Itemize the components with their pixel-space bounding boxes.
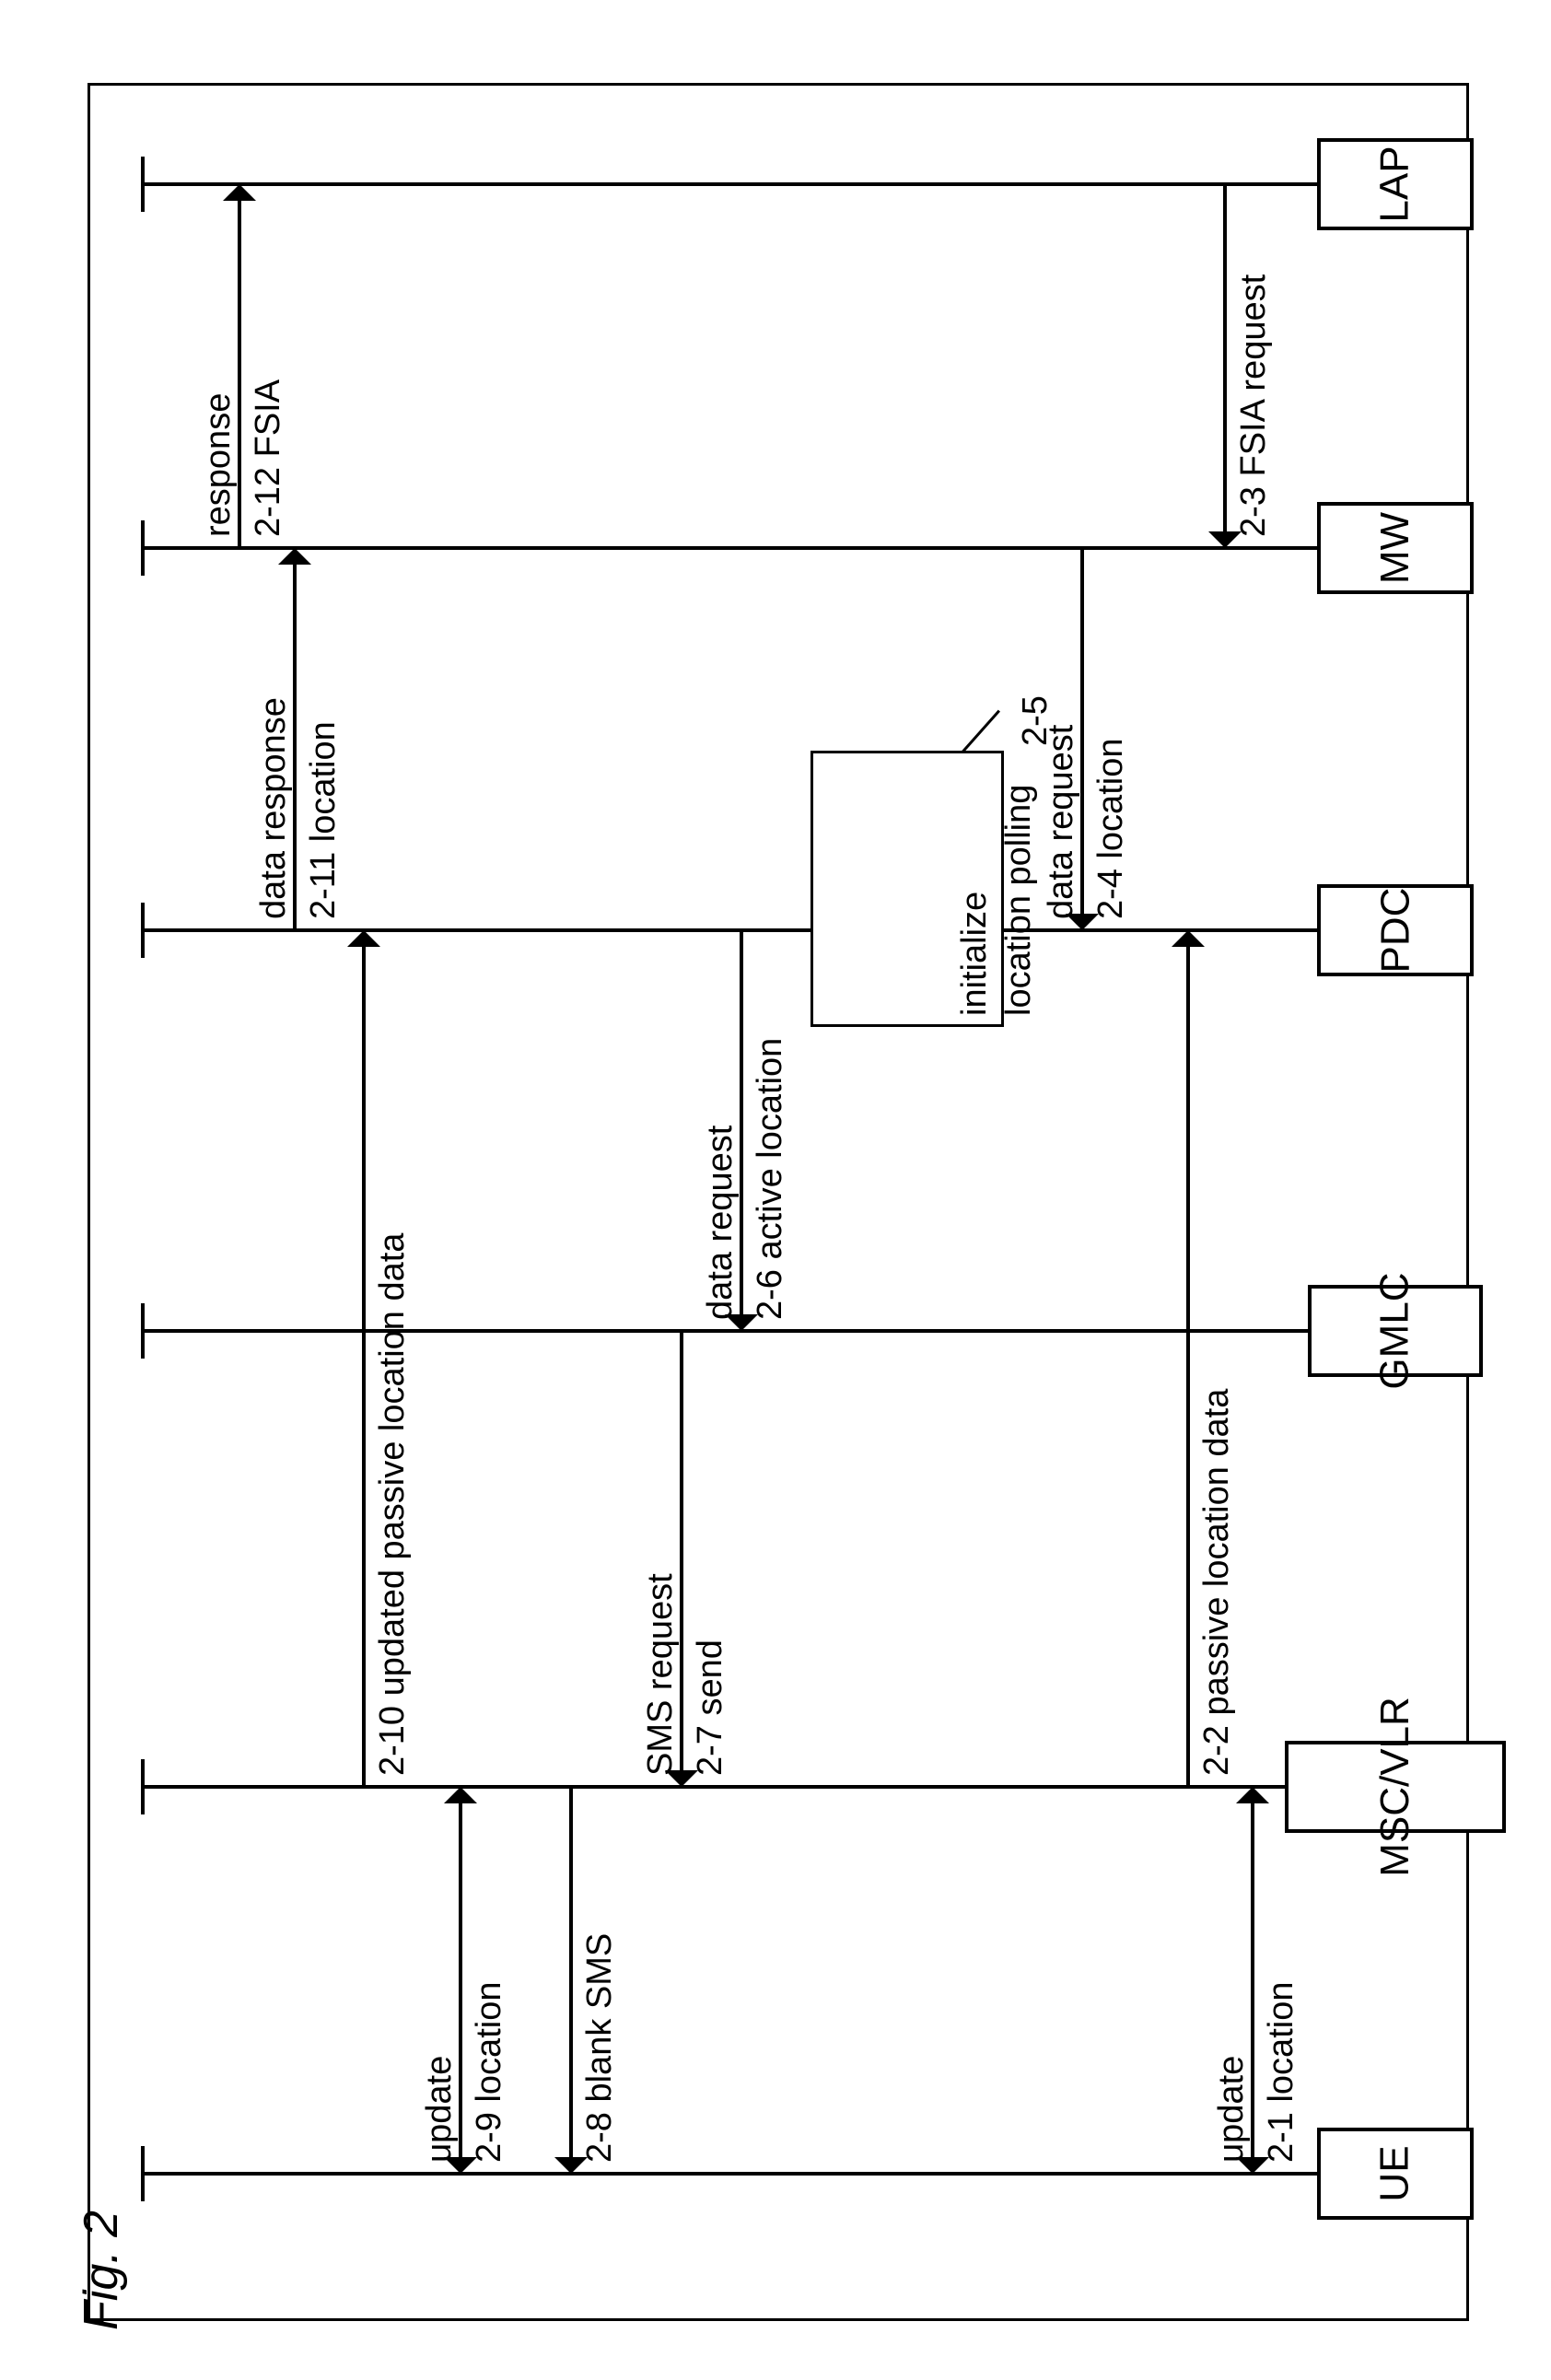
message-label-top: 2-9 location [470,1982,509,2163]
message-label-top: 2-4 location [1091,739,1131,919]
lifeline-lap [143,182,1317,186]
message-label-top: 2-6 active location [751,1038,790,1320]
message-m10 [362,930,366,1787]
arrow-up [1236,1787,1269,1803]
arrow-up [1172,930,1205,947]
arrow-up [444,1787,477,1803]
arrow-up [278,548,311,565]
actor-gmlc: GMLC [1308,1285,1483,1377]
lifeline-cap [141,903,145,958]
actor-mw: MW [1317,502,1474,594]
figure-label: Fig. 2 [74,2211,129,2330]
message-label-top: 2-8 blank SMS [580,1933,620,2163]
message-label-bottom: data request [1042,725,1081,919]
actor-pdc: PDC [1317,884,1474,976]
lifeline-cap [141,157,145,212]
arrow-up [347,930,380,947]
actor-lap: LAP [1317,138,1474,230]
callout-label-2-5: 2-5 [1016,695,1055,746]
message-m8 [569,1787,573,2174]
message-label-bottom: data response [254,697,294,919]
message-label-top: 2-2 passive location data [1197,1389,1237,1776]
message-label-bottom: response [199,393,239,537]
lifeline-mw [143,546,1317,550]
diagram-canvas: Fig. 2 2-1 location update 2-2 passive loc… [0,0,1551,2380]
lifeline-ue [143,2172,1317,2176]
actor-label: UE [1372,2145,1418,2201]
actor-mscvlr: MSC/VLR [1285,1741,1506,1833]
message-label-top: 2-11 location [304,721,344,919]
actor-label: GMLC [1372,1272,1418,1389]
actor-label: LAP [1372,146,1418,222]
arrow-up [223,184,256,201]
message-label-top: 2-12 FSIA [249,379,288,537]
message-m3 [1223,184,1227,548]
message-label-top: 2-10 updated passive location data [373,1233,413,1776]
message-label-bottom: update [1212,2056,1252,2163]
lifeline-cap [141,1303,145,1359]
process-text: initializelocation polling [953,785,1041,1016]
lifeline-cap [141,2146,145,2201]
actor-label: PDC [1372,888,1418,974]
message-label-top: 2-3 FSIA request [1234,274,1274,537]
lifeline-pdc [143,928,1317,932]
lifeline-cap [141,520,145,576]
message-label-bottom: SMS request [641,1573,681,1776]
message-label-bottom: data request [701,1126,741,1320]
message-m2 [1186,930,1190,1787]
message-label-top: 2-7 send [691,1639,730,1776]
message-label-bottom: update [420,2056,460,2163]
actor-label: MSC/VLR [1372,1697,1418,1877]
actor-label: MW [1372,512,1418,584]
actor-ue: UE [1317,2128,1474,2220]
message-label-top: 2-1 location [1262,1982,1301,2163]
lifeline-mscvlr [143,1785,1285,1789]
lifeline-cap [141,1759,145,1814]
